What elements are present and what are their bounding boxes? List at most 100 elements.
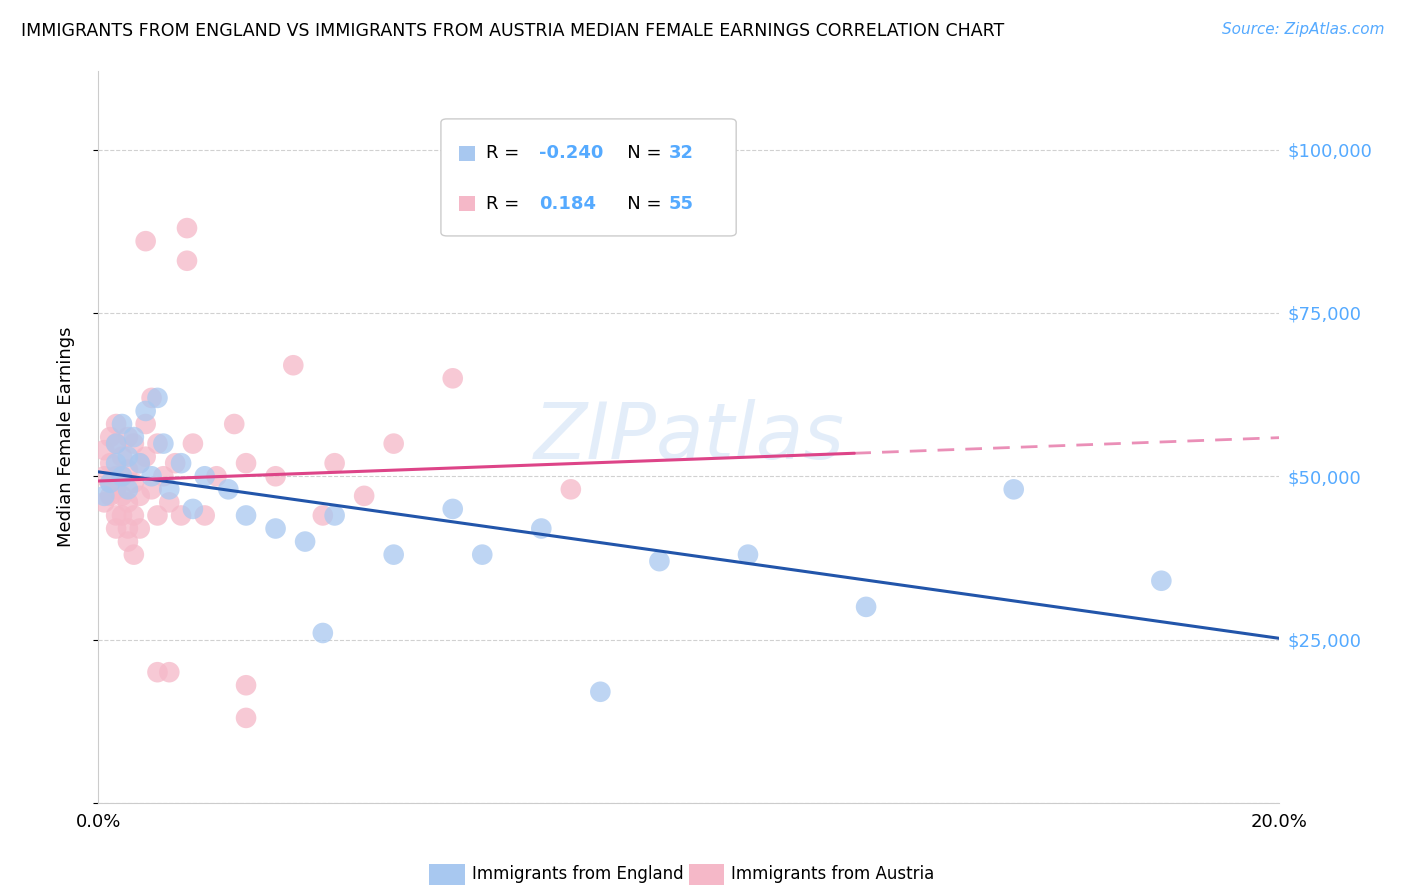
Point [283, 358, 305, 372]
Point [176, 221, 198, 235]
Point [105, 456, 128, 470]
Point [128, 456, 150, 470]
Point [105, 483, 128, 497]
Point [312, 626, 335, 640]
Point [170, 456, 193, 470]
Point [471, 548, 494, 562]
Bar [458, 146, 475, 161]
Point [128, 456, 150, 470]
Point [294, 534, 316, 549]
Point [224, 417, 246, 431]
Point [176, 253, 198, 268]
Point [1002, 483, 1025, 497]
Point [93, 495, 115, 509]
Point [235, 508, 257, 523]
Point [111, 450, 134, 464]
Bar [429, 864, 464, 885]
Point [98, 475, 121, 490]
Point [105, 521, 128, 535]
Text: 55: 55 [669, 194, 695, 213]
Text: N =: N = [610, 194, 666, 213]
Point [128, 489, 150, 503]
Text: N =: N = [610, 145, 666, 162]
Point [323, 508, 346, 523]
Point [855, 599, 877, 614]
Y-axis label: Median Female Earnings: Median Female Earnings [56, 326, 75, 548]
Point [122, 548, 145, 562]
Point [122, 508, 145, 523]
Point [111, 489, 134, 503]
Point [264, 521, 287, 535]
Point [105, 436, 128, 450]
Point [194, 508, 217, 523]
Point [141, 469, 163, 483]
Point [117, 430, 139, 444]
Text: R =: R = [486, 145, 524, 162]
Text: 32: 32 [669, 145, 695, 162]
Point [146, 436, 169, 450]
Point [382, 548, 405, 562]
Point [117, 483, 139, 497]
Point [111, 469, 134, 483]
Point [312, 508, 335, 523]
Point [1150, 574, 1173, 588]
Point [98, 489, 121, 503]
Point [323, 456, 346, 470]
Text: IMMIGRANTS FROM ENGLAND VS IMMIGRANTS FROM AUSTRIA MEDIAN FEMALE EARNINGS CORREL: IMMIGRANTS FROM ENGLAND VS IMMIGRANTS FR… [21, 22, 1004, 40]
Point [122, 430, 145, 444]
Point [98, 430, 121, 444]
Point [122, 436, 145, 450]
Point [441, 371, 464, 385]
Point [117, 534, 139, 549]
Point [111, 508, 134, 523]
Point [135, 234, 157, 248]
Text: Immigrants from England: Immigrants from England [471, 865, 683, 883]
Point [382, 436, 405, 450]
Point [105, 508, 128, 523]
Point [648, 554, 671, 568]
Text: Source: ZipAtlas.com: Source: ZipAtlas.com [1222, 22, 1385, 37]
Point [217, 483, 239, 497]
Point [105, 469, 128, 483]
Point [152, 436, 174, 450]
Point [105, 417, 128, 431]
Point [205, 469, 228, 483]
Point [264, 469, 287, 483]
Point [589, 685, 612, 699]
Point [235, 456, 257, 470]
Point [122, 475, 145, 490]
Point [98, 475, 121, 490]
Point [235, 678, 257, 692]
Text: 0.184: 0.184 [538, 194, 596, 213]
Point [152, 469, 174, 483]
Point [117, 450, 139, 464]
Point [157, 665, 180, 680]
Point [146, 665, 169, 680]
Point [98, 456, 121, 470]
Point [441, 502, 464, 516]
Point [117, 521, 139, 535]
Point [146, 508, 169, 523]
FancyBboxPatch shape [441, 119, 737, 235]
Point [93, 489, 115, 503]
Point [105, 436, 128, 450]
Point [141, 391, 163, 405]
Point [111, 469, 134, 483]
Point [194, 469, 217, 483]
Point [181, 502, 204, 516]
Point [93, 469, 115, 483]
Bar [689, 864, 724, 885]
Point [530, 521, 553, 535]
Text: ZIP​atlas: ZIP​atlas [533, 399, 845, 475]
Point [117, 495, 139, 509]
Point [560, 483, 582, 497]
Point [128, 521, 150, 535]
Text: R =: R = [486, 194, 524, 213]
Point [141, 483, 163, 497]
Point [135, 450, 157, 464]
Point [135, 417, 157, 431]
Point [353, 489, 375, 503]
Point [111, 417, 134, 431]
Point [93, 443, 115, 458]
Point [146, 391, 169, 405]
